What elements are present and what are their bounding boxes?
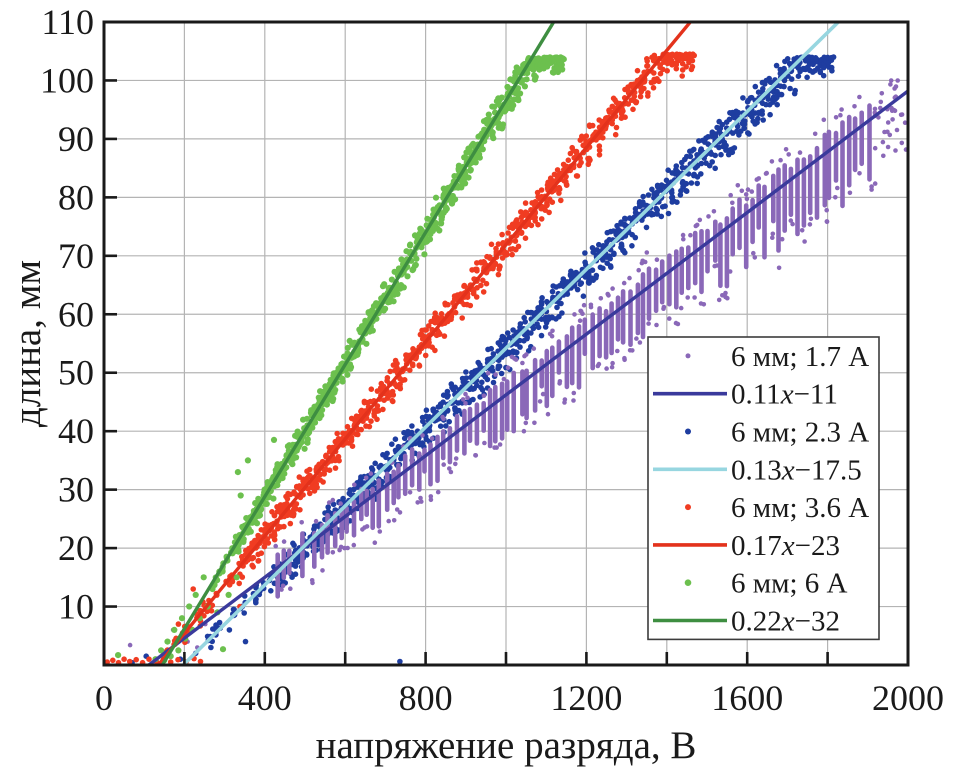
- y-tick-label: 40: [58, 411, 94, 451]
- legend-label: 6 мм; 3.6 А: [731, 492, 869, 524]
- legend-label: 0.11x−11: [731, 379, 838, 411]
- legend-label: 0.13x−17.5: [731, 454, 862, 486]
- y-tick-label: 100: [40, 60, 94, 100]
- y-tick-label: 10: [58, 587, 94, 627]
- axis-ticks: [102, 20, 910, 665]
- x-tick-label: 800: [399, 678, 453, 718]
- y-tick-label: 50: [58, 353, 94, 393]
- legend-marker-dot: [685, 504, 691, 511]
- legend-entry: 0.17x−23: [653, 530, 840, 562]
- fit-line-3: [180, 22, 841, 665]
- legend-entry: 0.13x−17.5: [653, 454, 862, 486]
- scatter-series-0: [127, 78, 908, 656]
- x-tick-label: 1600: [711, 678, 783, 718]
- fit-line-5: [155, 22, 693, 665]
- legend-entry: 0.22x−32: [653, 606, 840, 638]
- legend-entry: 6 мм; 3.6 А: [685, 492, 869, 524]
- y-tick-label: 90: [58, 119, 94, 159]
- legend-marker-dot: [685, 428, 691, 435]
- y-tick-label: 110: [41, 2, 94, 42]
- x-tick-label: 400: [238, 678, 292, 718]
- legend-entry: 6 мм; 2.3 А: [685, 417, 869, 449]
- y-tick-label: 30: [58, 470, 94, 510]
- y-tick-label: 60: [58, 294, 94, 334]
- legend-entry: 0.11x−11: [653, 379, 838, 411]
- fit-line-7: [160, 22, 556, 665]
- legend-marker-dot: [685, 353, 691, 359]
- legend-label: 0.17x−23: [731, 530, 840, 562]
- legend-label: 6 мм; 1.7 А: [731, 341, 869, 373]
- y-tick-label: 80: [58, 177, 94, 217]
- legend-box: [647, 336, 880, 641]
- x-tick-label: 1200: [550, 678, 622, 718]
- legend-marker-dot: [684, 579, 692, 586]
- x-axis-title: напряжение разряда, В: [316, 724, 697, 767]
- y-axis-title: длина, мм: [6, 260, 49, 427]
- legend-label: 6 мм; 2.3 А: [731, 417, 869, 449]
- legend-label: 0.22x−32: [731, 606, 840, 638]
- legend-entry: 6 мм; 6 А: [684, 568, 848, 600]
- chart-legend: 6 мм; 1.7 А 0.11x−11 6 мм; 2.3 А 0.13x−17.5…: [647, 336, 880, 641]
- x-tick-label: 0: [95, 678, 113, 718]
- legend-label: 6 мм; 6 А: [731, 568, 848, 600]
- legend-entry: 6 мм; 1.7 А: [685, 341, 869, 373]
- x-tick-label: 2000: [872, 678, 944, 718]
- y-tick-label: 20: [58, 528, 94, 568]
- y-tick-label: 70: [58, 236, 94, 276]
